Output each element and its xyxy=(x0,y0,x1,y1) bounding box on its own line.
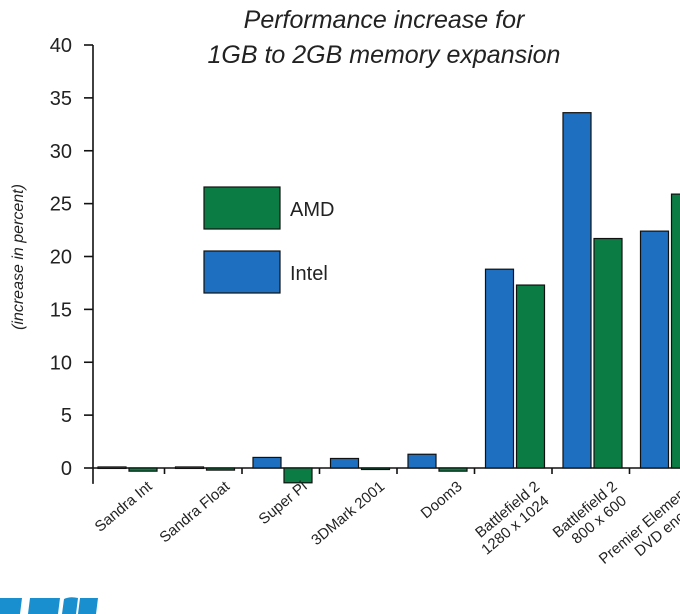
bar-amd xyxy=(128,467,158,472)
x-tick-label: Battlefield 21280 x 1024 xyxy=(467,478,554,558)
chart-title-line: 1GB to 2GB memory expansion xyxy=(208,41,561,69)
y-axis-label: (increase in percent) xyxy=(10,184,27,330)
bar-intel xyxy=(484,268,515,469)
x-tick-label: Sandra Float xyxy=(156,478,233,547)
x-tick-label: Doom3 xyxy=(418,478,466,522)
x-tick-label-line: 3DMark 2001 xyxy=(308,478,388,549)
y-tick-label: 35 xyxy=(50,88,72,110)
publisher-logo xyxy=(0,597,98,614)
bar-intel xyxy=(407,453,437,469)
logo-stroke xyxy=(78,598,98,614)
bar-amd xyxy=(205,467,236,471)
logo-stroke xyxy=(0,598,22,614)
bars xyxy=(97,112,680,484)
bar-amd xyxy=(360,467,391,471)
bar-intel xyxy=(329,457,360,469)
legend: AMD Intel xyxy=(203,186,334,294)
y-tick-label: 15 xyxy=(50,299,72,321)
chart-title: Performance increase for 1GB to 2GB memor… xyxy=(208,6,561,69)
bar-intel xyxy=(97,466,127,470)
y-tick-label: 10 xyxy=(50,352,72,374)
x-tick-label: Super Pi xyxy=(256,478,311,528)
logo-stroke xyxy=(28,598,60,614)
y-tick-label: 0 xyxy=(61,458,72,480)
legend-label-intel: Intel xyxy=(290,263,328,285)
bar-amd xyxy=(593,237,623,469)
logo-stroke xyxy=(62,597,78,614)
bar-amd xyxy=(670,193,680,469)
y-tick-label: 25 xyxy=(50,194,72,216)
x-tick-label-line: Super Pi xyxy=(256,478,311,528)
x-tick-label-line: Doom3 xyxy=(418,478,466,522)
y-tick-label: 40 xyxy=(50,35,72,57)
legend-label-amd: AMD xyxy=(290,199,334,221)
bar-intel xyxy=(252,456,282,469)
bar-intel xyxy=(174,466,205,470)
bar-intel xyxy=(562,112,592,469)
bar-amd xyxy=(283,467,313,484)
y-tick-label: 20 xyxy=(50,247,72,269)
y-tick-label: 30 xyxy=(50,141,72,163)
x-tick-label: 3DMark 2001 xyxy=(308,478,388,549)
bar-amd xyxy=(438,467,468,472)
x-tick-label-line: Sandra Int xyxy=(92,478,157,536)
y-axis-title: (increase in percent) xyxy=(10,184,27,330)
x-tick-label-line: Sandra Float xyxy=(156,478,233,547)
legend-swatch-amd xyxy=(203,186,281,230)
chart-title-line: Performance increase for xyxy=(244,6,526,34)
legend-swatch-intel xyxy=(203,250,281,294)
bar-amd xyxy=(515,284,546,469)
x-tick-label: Sandra Int xyxy=(92,478,157,536)
y-tick-label: 5 xyxy=(61,405,72,427)
bar-intel xyxy=(639,230,670,469)
